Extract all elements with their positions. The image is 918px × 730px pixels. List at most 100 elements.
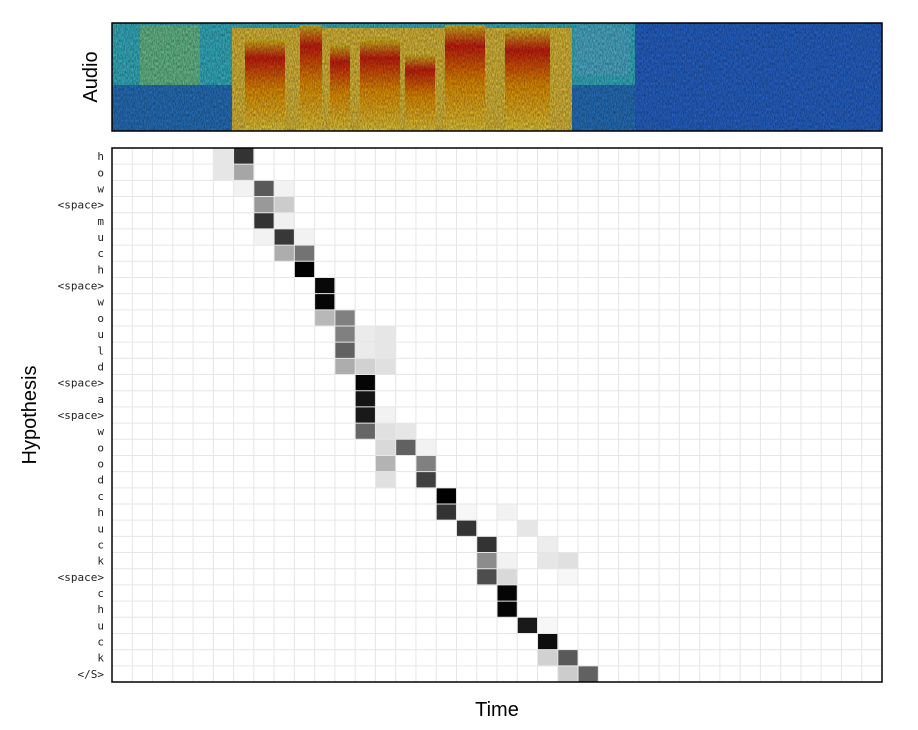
heatmap-cell [497, 584, 518, 602]
heatmap-cell [497, 504, 518, 521]
hypothesis-tick-label: c [97, 490, 104, 503]
heatmap-cell [213, 148, 234, 165]
hypothesis-tick-label: <space> [58, 409, 105, 422]
heatmap-cell [274, 245, 295, 262]
hypothesis-tick-label: o [97, 312, 104, 325]
heatmap-cell [274, 228, 295, 246]
heatmap-cell [557, 665, 579, 683]
heatmap-cell [436, 487, 457, 505]
heatmap-cell [375, 439, 396, 456]
hypothesis-tick-label: h [97, 603, 104, 616]
heatmap-cell [436, 504, 457, 521]
hypothesis-tick-label: <space> [58, 280, 105, 293]
heatmap-cell [233, 180, 255, 197]
heatmap-cell [375, 358, 396, 375]
heatmap-cell [497, 552, 518, 570]
heatmap-cell [274, 212, 295, 230]
audio-spectrogram: Audio [80, 22, 883, 132]
hypothesis-tick-labels: how<space>much<space>would<space>a<space… [58, 150, 105, 681]
heatmap-cell [334, 326, 356, 343]
hypothesis-tick-label: k [97, 555, 104, 568]
y-axis-title: Hypothesis [19, 366, 41, 465]
heatmap-cell [233, 148, 255, 165]
hypothesis-tick-label: k [97, 652, 104, 665]
hypothesis-tick-label: </S> [78, 668, 105, 681]
heatmap-cell [314, 309, 336, 327]
heatmap-cell [578, 665, 599, 683]
heatmap-cell [537, 649, 559, 667]
hypothesis-tick-label: w [97, 182, 104, 195]
hypothesis-tick-label: w [97, 425, 104, 438]
heatmap-cell [233, 164, 255, 181]
heatmap-cell [557, 552, 579, 570]
heatmap-cell [497, 601, 518, 618]
hypothesis-tick-label: w [97, 296, 104, 309]
heatmap-cell [537, 617, 559, 634]
hypothesis-tick-label: d [97, 360, 104, 373]
heatmap-cell [375, 471, 396, 489]
spectrogram-label: Audio [80, 51, 102, 102]
heatmap-cell [517, 617, 538, 634]
heatmap-cell [395, 423, 417, 440]
heatmap-cell [355, 326, 376, 343]
heatmap-cell [213, 164, 234, 181]
heatmap-cell [314, 277, 336, 294]
heatmap-cell [476, 552, 498, 570]
hypothesis-tick-label: h [97, 150, 104, 163]
hypothesis-tick-label: u [97, 231, 104, 244]
x-axis-title: Time [475, 699, 519, 721]
hypothesis-tick-label: h [97, 506, 104, 519]
hypothesis-tick-label: d [97, 474, 104, 487]
hypothesis-tick-label: a [97, 393, 104, 406]
heatmap-cell [355, 390, 376, 408]
heatmap-cell [476, 568, 498, 586]
heatmap-cell [314, 293, 336, 311]
heatmap-cell [375, 423, 396, 440]
heatmap-cell [274, 180, 295, 197]
hypothesis-tick-label: h [97, 263, 104, 276]
hypothesis-tick-label: c [97, 247, 104, 260]
heatmap-cell [355, 374, 376, 392]
heatmap-cell [375, 326, 396, 343]
heatmap-cell [375, 455, 396, 472]
heatmap-cell [476, 536, 498, 553]
heatmap-cell [253, 228, 275, 246]
heatmap-cell [294, 228, 315, 246]
hypothesis-tick-label: u [97, 328, 104, 341]
heatmap-cell [537, 552, 559, 570]
heatmap-cell [355, 342, 376, 359]
hypothesis-tick-label: o [97, 458, 104, 471]
hypothesis-tick-label: c [97, 538, 104, 551]
heatmap-cell [375, 342, 396, 359]
hypothesis-tick-label: c [97, 587, 104, 600]
hypothesis-tick-label: u [97, 619, 104, 632]
heatmap-border [111, 147, 883, 683]
heatmap-cell [537, 536, 559, 553]
heatmap-cell [294, 261, 315, 278]
heatmap-cell [274, 196, 295, 214]
heatmap-cell [355, 423, 376, 440]
hypothesis-tick-label: o [97, 441, 104, 454]
hypothesis-tick-label: u [97, 522, 104, 535]
heatmap-cell [253, 180, 275, 197]
hypothesis-tick-label: o [97, 166, 104, 179]
hypothesis-tick-label: c [97, 636, 104, 649]
heatmap-grid [112, 148, 882, 682]
heatmap-cell [415, 455, 437, 472]
heatmap-cell [355, 358, 376, 375]
hypothesis-tick-label: <space> [58, 571, 105, 584]
attention-heatmap: how<space>much<space>would<space>a<space… [58, 147, 883, 683]
heatmap-cell [395, 439, 417, 456]
heatmap-cell [415, 471, 437, 489]
hypothesis-tick-label: <space> [58, 377, 105, 390]
heatmap-cell [334, 309, 356, 327]
heatmap-cell [415, 439, 437, 456]
heatmap-cell [456, 520, 478, 537]
heatmap-cell [497, 568, 518, 586]
heatmap-cell [294, 245, 315, 262]
hypothesis-tick-label: l [97, 344, 104, 357]
heatmap-cell [456, 504, 478, 521]
heatmap-cell [355, 406, 376, 424]
heatmap-cell [517, 520, 538, 537]
